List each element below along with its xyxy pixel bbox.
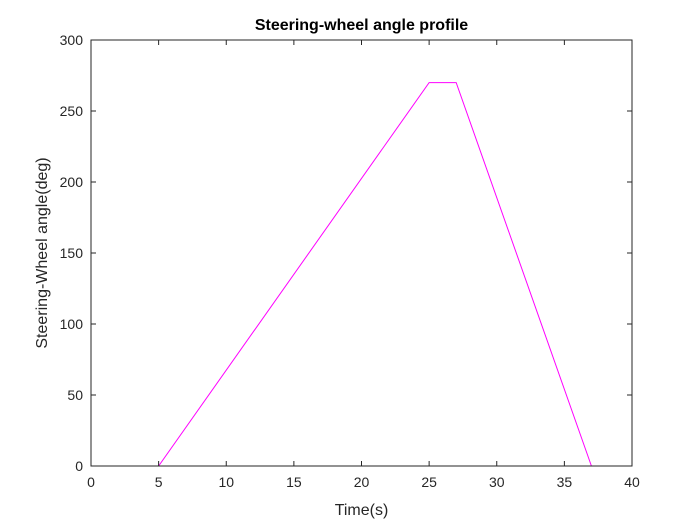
x-tick-label: 0 xyxy=(87,474,95,490)
plot-frame xyxy=(90,39,633,467)
x-tick-label: 30 xyxy=(489,474,505,490)
x-tick-label: 35 xyxy=(557,474,573,490)
x-tick-label: 5 xyxy=(155,474,163,490)
chart-title: Steering-wheel angle profile xyxy=(255,17,468,34)
y-tick-label: 50 xyxy=(67,387,83,403)
x-tick-label: 15 xyxy=(286,474,302,490)
plot-area xyxy=(91,40,632,466)
y-tick-label: 0 xyxy=(75,458,83,474)
x-axis-ticks: 0 5 10 15 20 25 30 35 40 xyxy=(87,40,640,490)
x-tick-label: 40 xyxy=(624,474,640,490)
y-tick-label: 150 xyxy=(60,245,84,261)
y-tick-label: 100 xyxy=(60,316,84,332)
x-tick-label: 10 xyxy=(218,474,234,490)
y-axis-ticks: 0 50 100 150 200 250 300 xyxy=(60,32,632,474)
y-tick-label: 300 xyxy=(60,32,84,48)
y-axis-label: Steering-Wheel angle(deg) xyxy=(34,157,51,348)
x-axis-label: Time(s) xyxy=(335,502,389,519)
y-tick-label: 200 xyxy=(60,174,84,190)
x-tick-label: 25 xyxy=(421,474,437,490)
x-tick-label: 20 xyxy=(354,474,370,490)
y-tick-label: 250 xyxy=(60,103,84,119)
